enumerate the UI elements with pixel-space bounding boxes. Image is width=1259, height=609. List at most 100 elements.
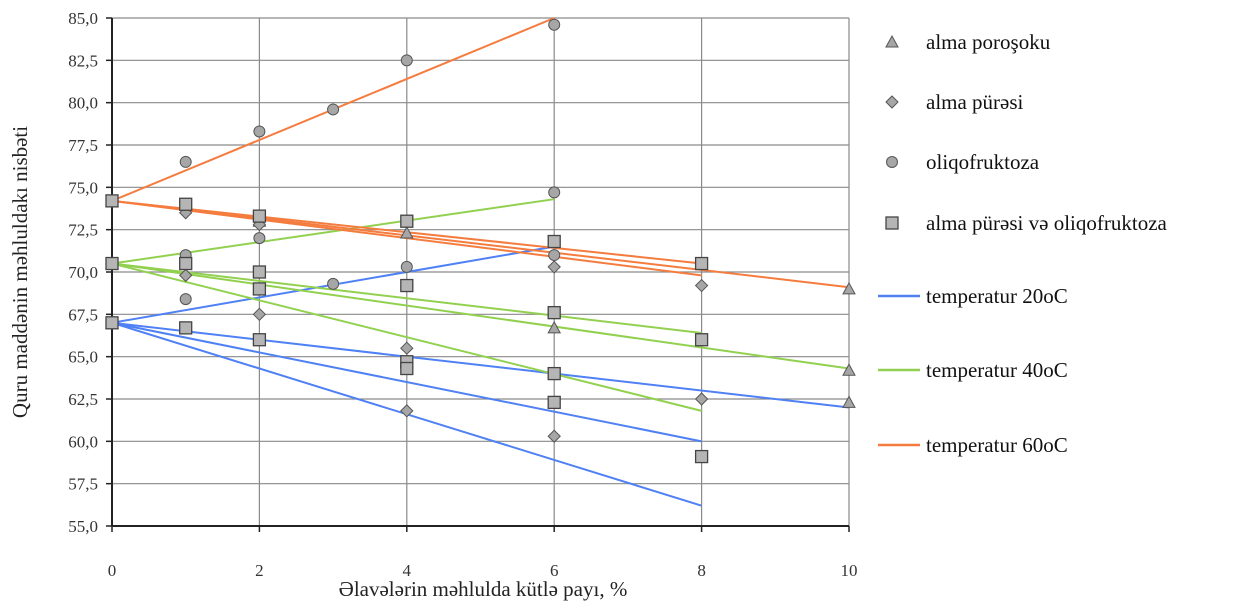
- data-point-circle: [548, 186, 561, 199]
- data-point-circle: [253, 125, 266, 138]
- data-point-square: [400, 278, 414, 293]
- data-point-square: [400, 214, 414, 228]
- x-tick-label: 4: [403, 561, 412, 580]
- data-point-square: [179, 321, 193, 335]
- legend-item: alma pürəsi: [878, 82, 1023, 122]
- legend-label: alma pürəsi: [926, 89, 1024, 114]
- legend-item: temperatur 40oC: [878, 350, 1068, 390]
- data-point-square: [547, 366, 561, 381]
- y-tick-label: 55,0: [68, 517, 98, 536]
- data-point-square: [400, 361, 414, 376]
- y-axis-title: Quru maddənin məhluldakı nisbəti: [8, 126, 32, 418]
- x-tick-label: 6: [550, 561, 559, 580]
- legend-triangle-icon: [878, 32, 922, 52]
- y-tick-label: 70,0: [68, 263, 98, 282]
- data-point-triangle: [399, 226, 414, 239]
- trend-lines: [111, 17, 850, 507]
- legend-item: alma poroşoku: [878, 22, 1050, 62]
- data-point-square: [547, 305, 561, 320]
- y-tick-label: 80,0: [68, 94, 98, 113]
- data-point-triangle: [842, 363, 856, 376]
- data-point-circle: [179, 293, 192, 306]
- y-tick-label: 85,0: [68, 9, 98, 28]
- y-tick-label: 72,5: [68, 221, 98, 240]
- data-point-diamond: [400, 341, 414, 355]
- x-axis-title: Əlavələrin məhlulda kütlə payı, %: [339, 577, 628, 601]
- data-point-square: [179, 197, 193, 211]
- data-point-circle: [179, 155, 192, 168]
- data-point-triangle: [842, 395, 856, 408]
- data-point-square: [252, 209, 267, 223]
- data-point-diamond: [547, 260, 561, 274]
- legend-label: oliqofruktoza: [926, 149, 1040, 174]
- y-tick-label: 67,5: [68, 305, 98, 324]
- tick-labels: 55,0 57,5 60,0 62,5 65,0 67,5 70,0 72,5 75,0 77,5…: [68, 9, 857, 580]
- legend: alma poroşoku alma pürəsi oliqofruktoza alm…: [878, 20, 1258, 480]
- data-point-circle: [400, 260, 413, 273]
- data-point-square: [105, 256, 119, 271]
- data-point-square: [694, 256, 709, 271]
- x-tick-label: 10: [841, 561, 858, 580]
- x-tick-label: 8: [697, 561, 706, 580]
- data-point-circle: [327, 277, 340, 290]
- legend-label: temperatur 60oC: [926, 432, 1068, 457]
- data-point-square: [105, 194, 119, 208]
- data-point-circle: [548, 249, 561, 262]
- legend-marker: [885, 216, 899, 230]
- data-point-square: [547, 395, 561, 410]
- data-point-circle: [548, 18, 561, 31]
- axes: [106, 17, 850, 532]
- data-point-diamond: [547, 429, 561, 443]
- y-tick-label: 65,0: [68, 348, 98, 367]
- chart-plot: 55,0 57,5 60,0 62,5 65,0 67,5 70,0 72,5 75,0 77,5…: [8, 9, 858, 601]
- y-tick-label: 75,0: [68, 178, 98, 197]
- legend-item: temperatur 20oC: [878, 276, 1068, 316]
- legend-item: alma pürəsi və oliqofruktoza: [878, 203, 1167, 243]
- data-point-square: [252, 265, 267, 279]
- data-point-diamond: [178, 268, 193, 283]
- data-point-square: [252, 282, 267, 296]
- legend-item: temperatur 60oC: [878, 425, 1068, 465]
- data-point-circle: [253, 232, 266, 245]
- legend-line-swatch: [878, 435, 922, 455]
- data-point-diamond: [694, 278, 709, 293]
- data-point-circle: [327, 103, 340, 116]
- data-point-triangle: [547, 320, 562, 334]
- legend-line-swatch: [878, 286, 922, 306]
- trendline-temperatur-40oc: [111, 262, 702, 412]
- y-tick-label: 60,0: [68, 432, 98, 451]
- data-point-square: [179, 256, 193, 271]
- data-point-diamond: [400, 404, 414, 418]
- trendline-temperatur-20oc: [111, 321, 702, 443]
- data-point-diamond: [252, 307, 267, 322]
- trendline-temperatur-60oc: [111, 199, 850, 289]
- legend-label: alma poroşoku: [926, 29, 1051, 54]
- x-tick-label: 0: [108, 561, 117, 580]
- legend-label: alma pürəsi və oliqofruktoza: [926, 210, 1167, 235]
- data-point-square: [694, 333, 709, 347]
- legend-diamond-icon: [878, 92, 922, 112]
- legend-circle-icon: [878, 152, 922, 172]
- legend-marker: [885, 95, 899, 109]
- data-point-diamond: [694, 392, 709, 406]
- data-point-square: [105, 316, 119, 330]
- legend-label: temperatur 40oC: [926, 357, 1068, 382]
- grid-lines: [112, 17, 850, 526]
- legend-label: temperatur 20oC: [926, 283, 1068, 308]
- y-tick-label: 62,5: [68, 390, 98, 409]
- trendline-temperatur-40oc: [111, 262, 850, 370]
- data-point-square: [547, 234, 561, 249]
- trendline-temperatur-20oc: [111, 321, 850, 409]
- data-point-square: [252, 333, 267, 347]
- legend-line-swatch: [878, 360, 922, 380]
- legend-square-icon: [878, 213, 922, 233]
- data-point-circle: [400, 54, 413, 67]
- trendline-temperatur-40oc: [111, 262, 702, 334]
- x-tick-label: 2: [255, 561, 264, 580]
- y-tick-label: 57,5: [68, 475, 98, 494]
- data-points: [105, 18, 856, 464]
- y-tick-label: 77,5: [68, 136, 98, 155]
- y-tick-label: 82,5: [68, 51, 98, 70]
- legend-marker: [885, 34, 899, 48]
